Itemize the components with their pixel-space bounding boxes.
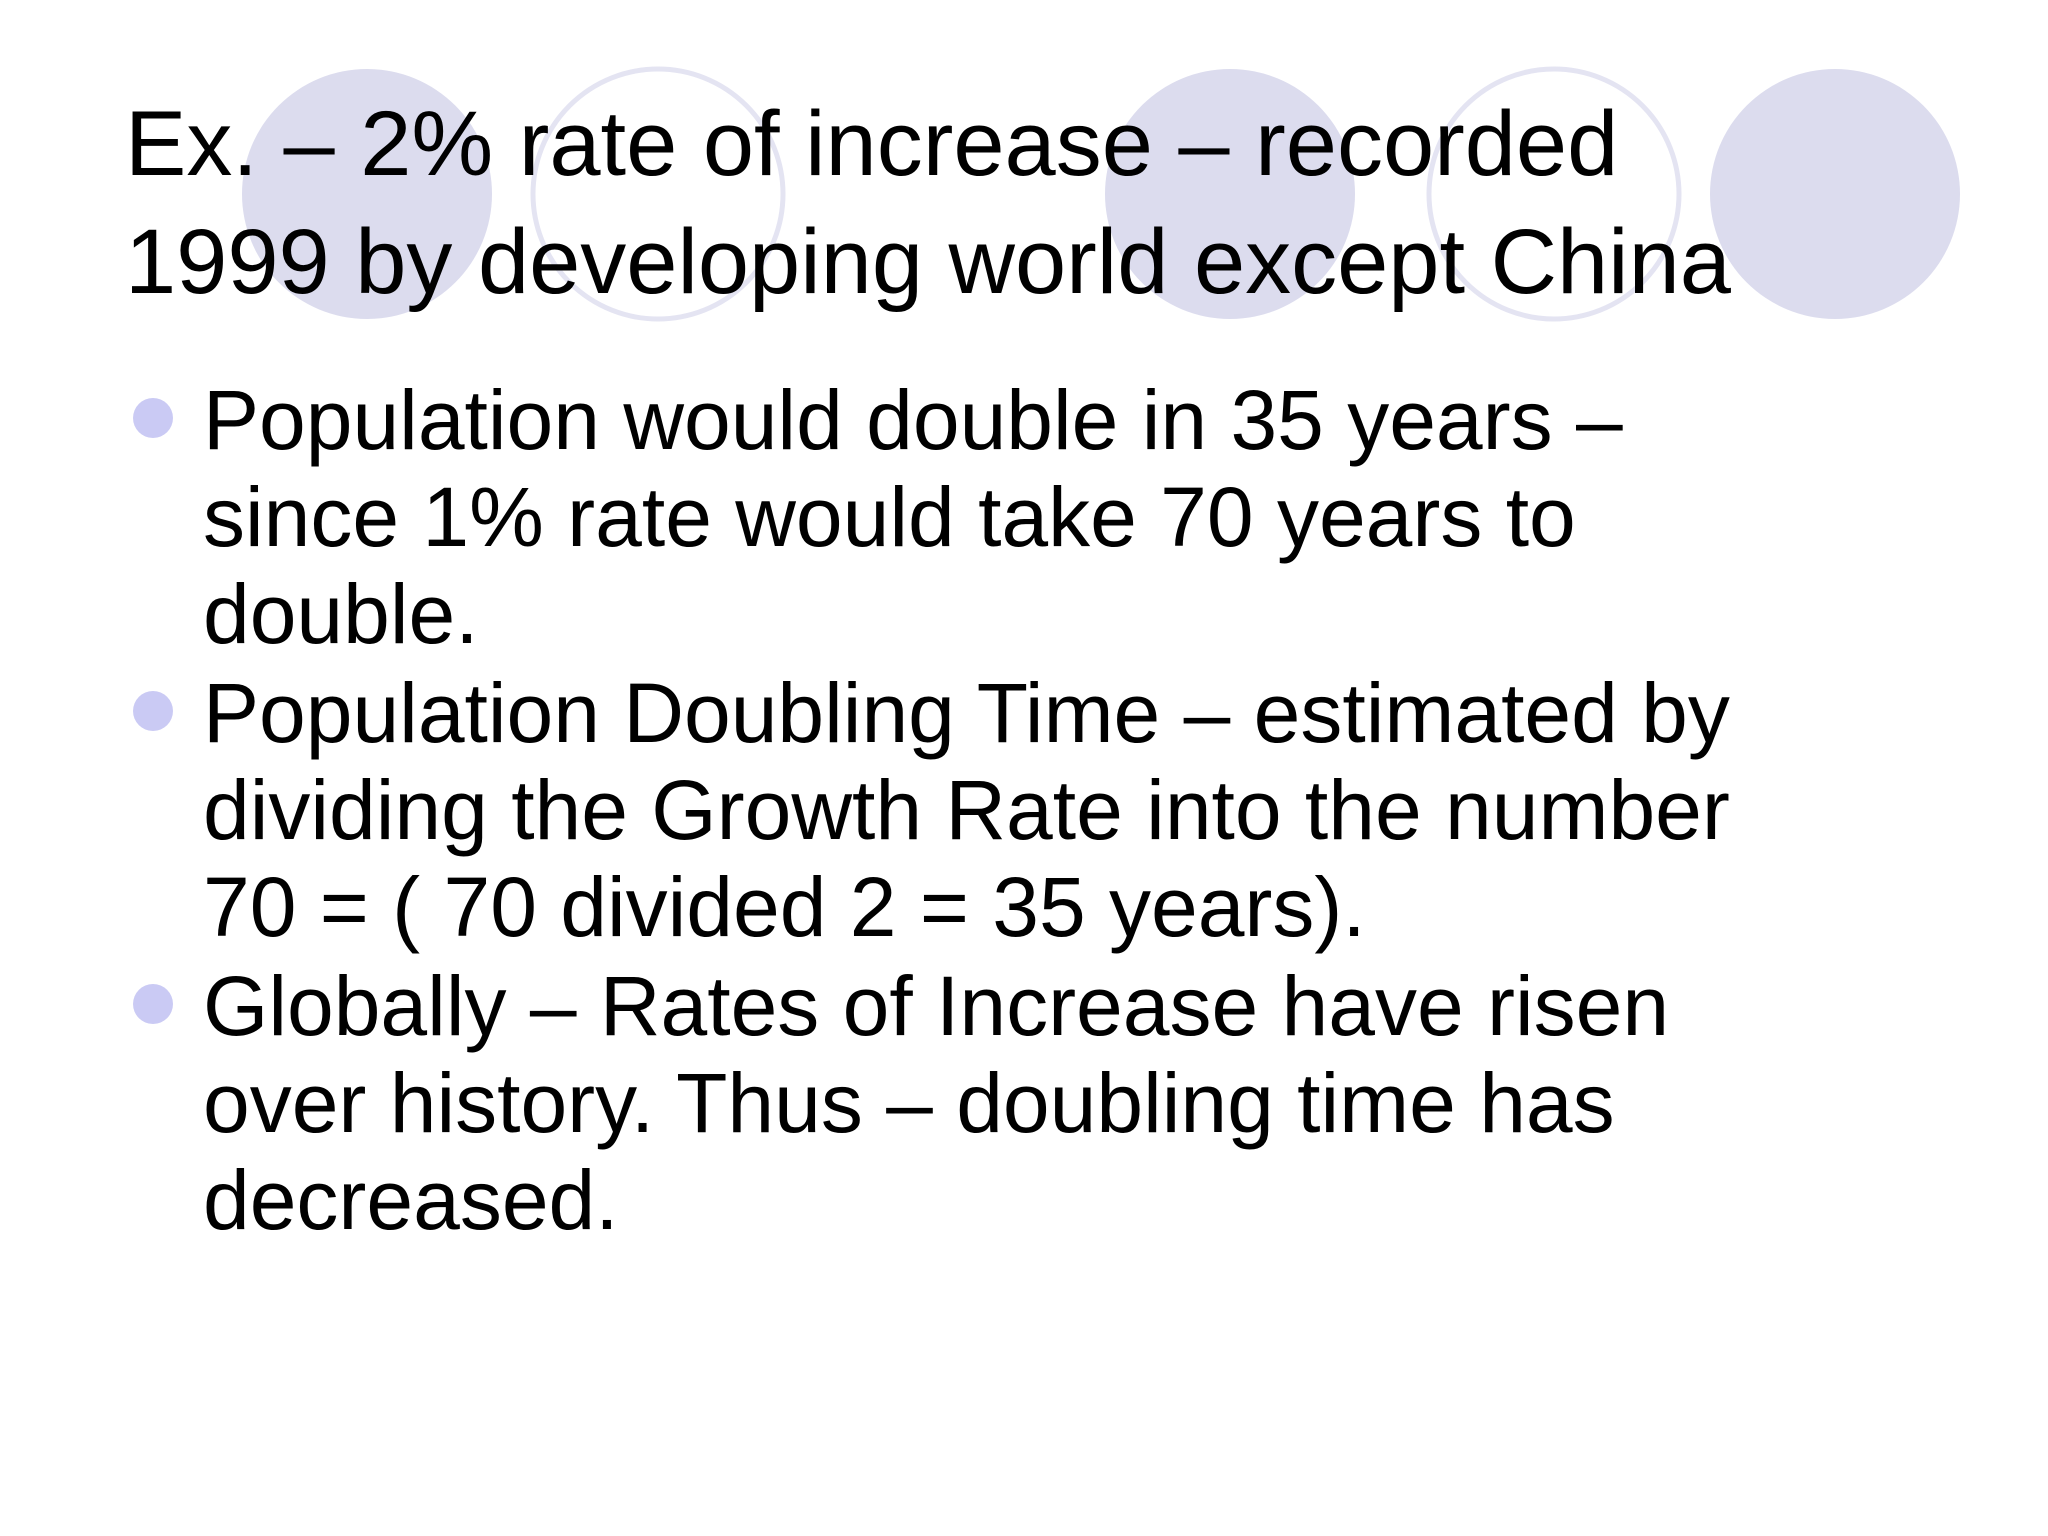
bullet-2-line-1: Population Doubling Time – estimated by	[203, 666, 1730, 760]
bullet-dot-icon	[133, 398, 173, 438]
decorative-circle-outline-2	[1426, 66, 1682, 322]
bullet-text-2: Population Doubling Time – estimated by …	[203, 665, 2048, 956]
bullet-text-3: Globally – Rates of Increase have risen …	[203, 958, 2048, 1249]
slide-title-line-1: Ex. – 2% rate of increase – recorded	[125, 93, 1619, 195]
bullet-item-1: Population would double in 35 years – si…	[0, 372, 2048, 663]
bullet-1-line-2: since 1% rate would take 70 years to	[203, 470, 1576, 564]
bullet-text-1: Population would double in 35 years – si…	[203, 372, 2048, 663]
bullet-3-line-1: Globally – Rates of Increase have risen	[203, 959, 1670, 1053]
slide-title-line-2: 1999 by developing world except China	[125, 211, 1731, 313]
bullet-3-line-2: over history. Thus – doubling time has	[203, 1056, 1615, 1150]
decorative-circle-outline-1	[530, 66, 786, 322]
bullet-3-line-3: decreased.	[203, 1153, 619, 1247]
decorative-circle-filled-3	[1710, 69, 1960, 319]
bullet-2-line-3: 70 = ( 70 divided 2 = 35 years).	[203, 860, 1366, 954]
bullet-dot-icon	[133, 984, 173, 1024]
bullet-1-line-3: double.	[203, 567, 479, 661]
bullet-list: Population would double in 35 years – si…	[0, 372, 2048, 1249]
slide-title: Ex. – 2% rate of increase – recorded 199…	[125, 85, 1955, 321]
bullet-1-line-1: Population would double in 35 years –	[203, 373, 1623, 467]
bullet-2-line-2: dividing the Growth Rate into the number	[203, 763, 1730, 857]
decorative-circle-filled-2	[1105, 69, 1355, 319]
decorative-circle-filled-1	[242, 69, 492, 319]
bullet-item-3: Globally – Rates of Increase have risen …	[0, 958, 2048, 1249]
bullet-dot-icon	[133, 691, 173, 731]
bullet-item-2: Population Doubling Time – estimated by …	[0, 665, 2048, 956]
